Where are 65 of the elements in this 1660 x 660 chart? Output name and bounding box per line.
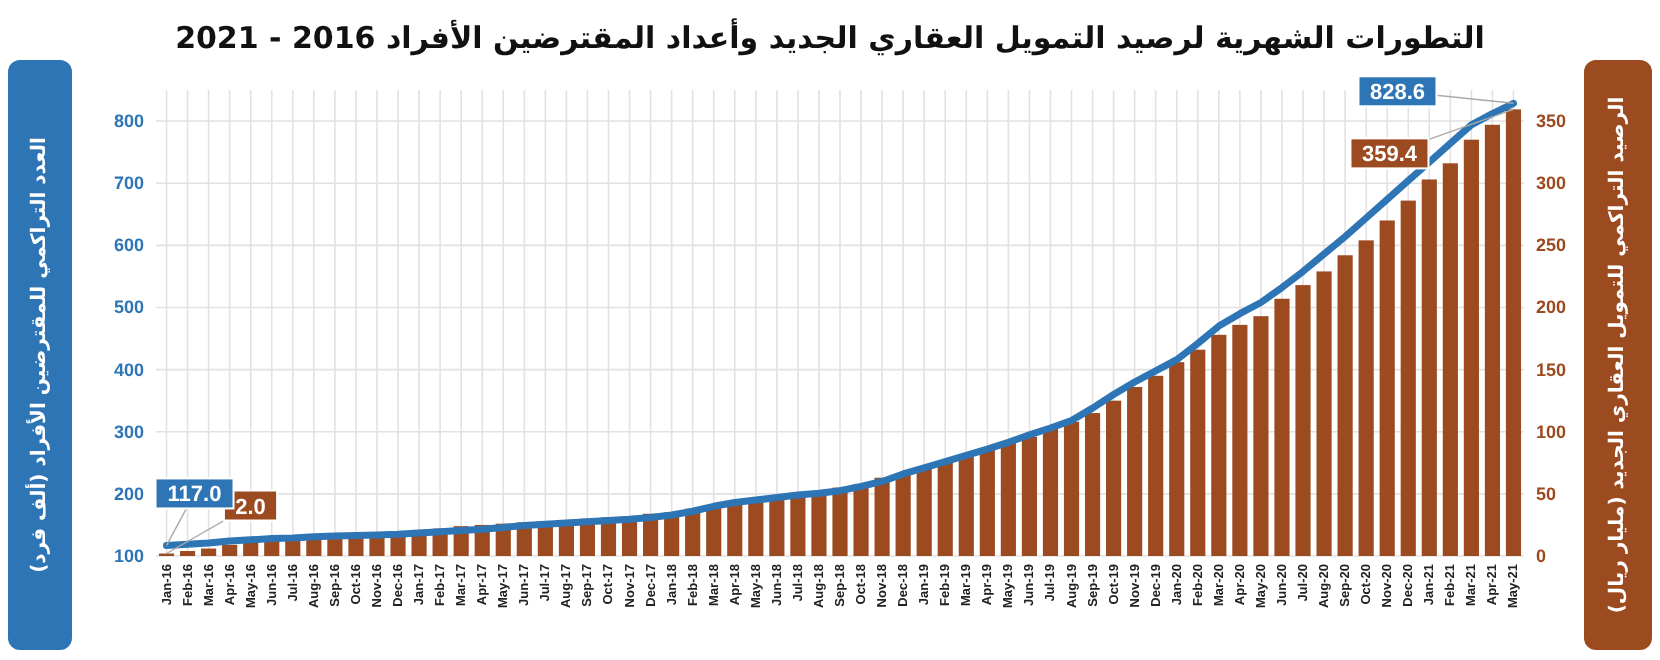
data-label: 117.0: [167, 483, 222, 508]
bar: [1379, 220, 1395, 556]
y-axis-title: العدد التراكمي للمقترضين الأفراد (ألف فرد): [25, 137, 51, 573]
bar: [1211, 334, 1227, 556]
y-tick-label: 300: [113, 421, 144, 442]
bar: [727, 502, 743, 556]
bar: [1021, 436, 1037, 556]
y-tick-label: 100: [113, 546, 144, 566]
bar: [222, 544, 238, 556]
bar: [790, 493, 806, 556]
y-tick-label: 200: [113, 483, 144, 504]
bar: [853, 483, 869, 556]
bar: [1253, 316, 1269, 556]
bar: [1337, 255, 1353, 556]
y2-tick-label: 350: [1536, 111, 1567, 132]
bar: [1505, 109, 1522, 556]
bar: [1127, 387, 1143, 556]
y-tick-label: 700: [113, 173, 144, 194]
bar: [1295, 285, 1311, 556]
bar: [1358, 240, 1374, 556]
bar: [1169, 362, 1185, 556]
y2-tick-label: 50: [1536, 483, 1557, 504]
bar: [979, 447, 995, 556]
chart-title: التطورات الشهرية لرصيد التمويل العقاري الجديد وأعداد المقترضين الأفراد 2016 - 2021: [175, 18, 1485, 56]
bar: [937, 462, 953, 556]
bar: [1421, 179, 1437, 556]
bar: [1190, 349, 1206, 556]
bar: [1042, 428, 1059, 556]
y2-tick-label: 300: [1536, 173, 1567, 194]
data-label: 359.4: [1361, 143, 1419, 168]
bar: [1442, 163, 1458, 556]
data-label: 828.6: [1369, 81, 1426, 106]
bar: [1148, 375, 1164, 556]
bar: [1316, 271, 1332, 556]
bar: [1484, 124, 1501, 556]
y-tick-label: 400: [113, 359, 144, 380]
y-tick-label: 500: [113, 297, 144, 318]
bar: [1000, 441, 1016, 556]
y2-axis-title: الرصيد التراكمي للتمويل العقاري الجديد (مليار ريال): [1607, 96, 1629, 614]
bar: [1463, 139, 1479, 556]
bar: [874, 477, 890, 556]
bar: [243, 542, 259, 556]
bar: [1063, 421, 1080, 556]
y2-tick-label: 0: [1536, 546, 1547, 566]
y2-tick-label: 250: [1536, 235, 1567, 256]
bar: [1274, 298, 1290, 556]
bar: [811, 491, 827, 556]
bar: [1084, 413, 1101, 556]
bar: [1232, 324, 1248, 556]
bar: [748, 500, 764, 556]
line-series: [163, 99, 1517, 549]
bar: [832, 487, 848, 556]
data-label: 2.0: [235, 495, 266, 520]
bar: [1400, 200, 1416, 556]
y2-tick-label: 150: [1536, 359, 1567, 380]
bar: [769, 497, 785, 556]
bar: [958, 456, 974, 556]
y2-tick-label: 100: [1536, 421, 1567, 442]
bar: [201, 548, 217, 556]
y-tick-label: 800: [113, 111, 144, 132]
bar: [1106, 400, 1122, 556]
bar: [916, 469, 932, 556]
y2-tick-label: 200: [1536, 297, 1567, 318]
bar: [895, 473, 911, 556]
y-tick-label: 600: [113, 235, 144, 256]
